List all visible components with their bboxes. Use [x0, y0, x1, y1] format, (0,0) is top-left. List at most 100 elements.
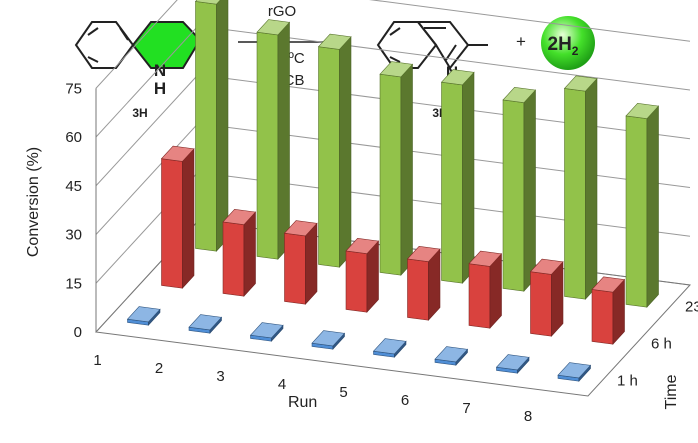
bar-front-face [441, 81, 463, 284]
bar [529, 258, 564, 337]
x-tick-label: 6 [401, 392, 409, 409]
bar-top-face [495, 354, 530, 371]
product-double-bond-4 [445, 44, 457, 61]
bar [249, 322, 284, 342]
bar [440, 69, 475, 284]
y-tick-label: 60 [65, 129, 82, 146]
y-axis-label: Conversion (%) [25, 147, 42, 257]
bar-top-face [406, 246, 441, 262]
bar-front-face [564, 88, 586, 300]
z-tick-label: 23 h [685, 299, 698, 316]
bar-side-face [243, 211, 256, 297]
x-tick-label: 5 [339, 384, 347, 401]
bar-side-face [462, 71, 475, 284]
y-tick-label: 0 [74, 324, 82, 341]
bar-top-face [591, 276, 626, 293]
gridline-back [369, 0, 691, 42]
bar-front-face [222, 221, 245, 297]
bar-top-face [440, 69, 475, 86]
bar-top-face [194, 0, 221, 5]
bar-top-face [160, 145, 195, 162]
bar [222, 209, 257, 297]
bar-top-face [563, 75, 598, 92]
bar-side-face [305, 222, 318, 305]
reactant-h-label: H [154, 79, 166, 98]
reactant-double-bond-1 [87, 27, 99, 36]
plus-sign: + [516, 32, 526, 51]
bar [625, 103, 660, 308]
z-tick-label: 6 h [651, 336, 672, 353]
hydrogen-label: 2H2 [548, 34, 579, 58]
bar-top-face [283, 220, 318, 237]
reactant-molecule [74, 21, 218, 69]
bar-top-face [222, 209, 257, 225]
bar-front-face [318, 46, 340, 268]
bar [434, 346, 469, 366]
bar-side-face [489, 253, 502, 329]
bar-front-face [284, 232, 306, 305]
gridline-side [95, 0, 178, 89]
bar [194, 0, 229, 252]
bar [372, 338, 407, 358]
bar [557, 362, 592, 382]
bar-front-face [530, 271, 552, 337]
x-tick-label: 8 [524, 408, 532, 425]
bar-side-face [277, 21, 290, 260]
bar-front-face [379, 73, 402, 276]
bar [502, 87, 537, 292]
x-axis-ticks: 1 2 3 4 5 6 7 8 [93, 352, 532, 425]
bar [188, 314, 223, 334]
bar-top-face [468, 250, 503, 267]
bar-top-face [311, 330, 346, 347]
y-tick-label: 75 [65, 80, 82, 97]
bar [311, 330, 346, 350]
bar [160, 145, 195, 289]
bar-top-face [529, 258, 564, 275]
bar-front-face [407, 258, 429, 321]
bar-front-face [502, 99, 525, 292]
bar-front-face [345, 250, 368, 313]
bar-side-face [182, 148, 195, 289]
y-tick-label: 30 [65, 227, 82, 244]
x-tick-label: 3 [216, 368, 224, 385]
x-tick-label: 7 [462, 400, 470, 417]
z-tick-label: 1 h [617, 373, 638, 390]
reagent-label: rGO [268, 3, 296, 20]
bar [345, 238, 380, 313]
reactant-double-bond-3 [119, 27, 129, 41]
bar [283, 220, 318, 305]
bar-side-face [551, 261, 564, 337]
y-tick-label: 45 [65, 178, 82, 195]
bar-side-face [585, 77, 598, 300]
z-axis-ticks: 1 h 6 h 23 h [617, 299, 698, 390]
bar [379, 61, 414, 276]
bar-top-face [126, 306, 161, 323]
bar-top-face [249, 322, 284, 339]
y-axis-ticks: 0 15 30 45 60 75 [65, 80, 82, 341]
reactant-saturated-ring [131, 21, 202, 69]
bar-top-face [188, 314, 223, 331]
bar-side-face [216, 0, 229, 252]
bar-side-face [339, 36, 352, 268]
bar-top-face [434, 346, 469, 363]
bar-front-face [161, 158, 183, 289]
bar-side-face [400, 63, 413, 276]
bar [126, 306, 161, 326]
bar [317, 33, 352, 268]
x-tick-label: 4 [278, 376, 286, 393]
x-tick-label: 1 [93, 352, 101, 369]
reactant-nh-label: N [154, 61, 166, 80]
bar [406, 246, 441, 321]
reactant-label: 3H [132, 106, 147, 120]
bar-top-face [372, 338, 407, 355]
gridline-side [95, 123, 199, 235]
reactant-double-bond-2 [87, 56, 99, 63]
bar-top-face [625, 103, 660, 119]
bar-front-face [625, 115, 648, 308]
bar-front-face [591, 289, 614, 345]
chart-bars [126, 0, 660, 382]
bar-top-face [502, 87, 537, 103]
bar-top-face [379, 61, 414, 78]
x-axis-label: Run [288, 394, 317, 411]
